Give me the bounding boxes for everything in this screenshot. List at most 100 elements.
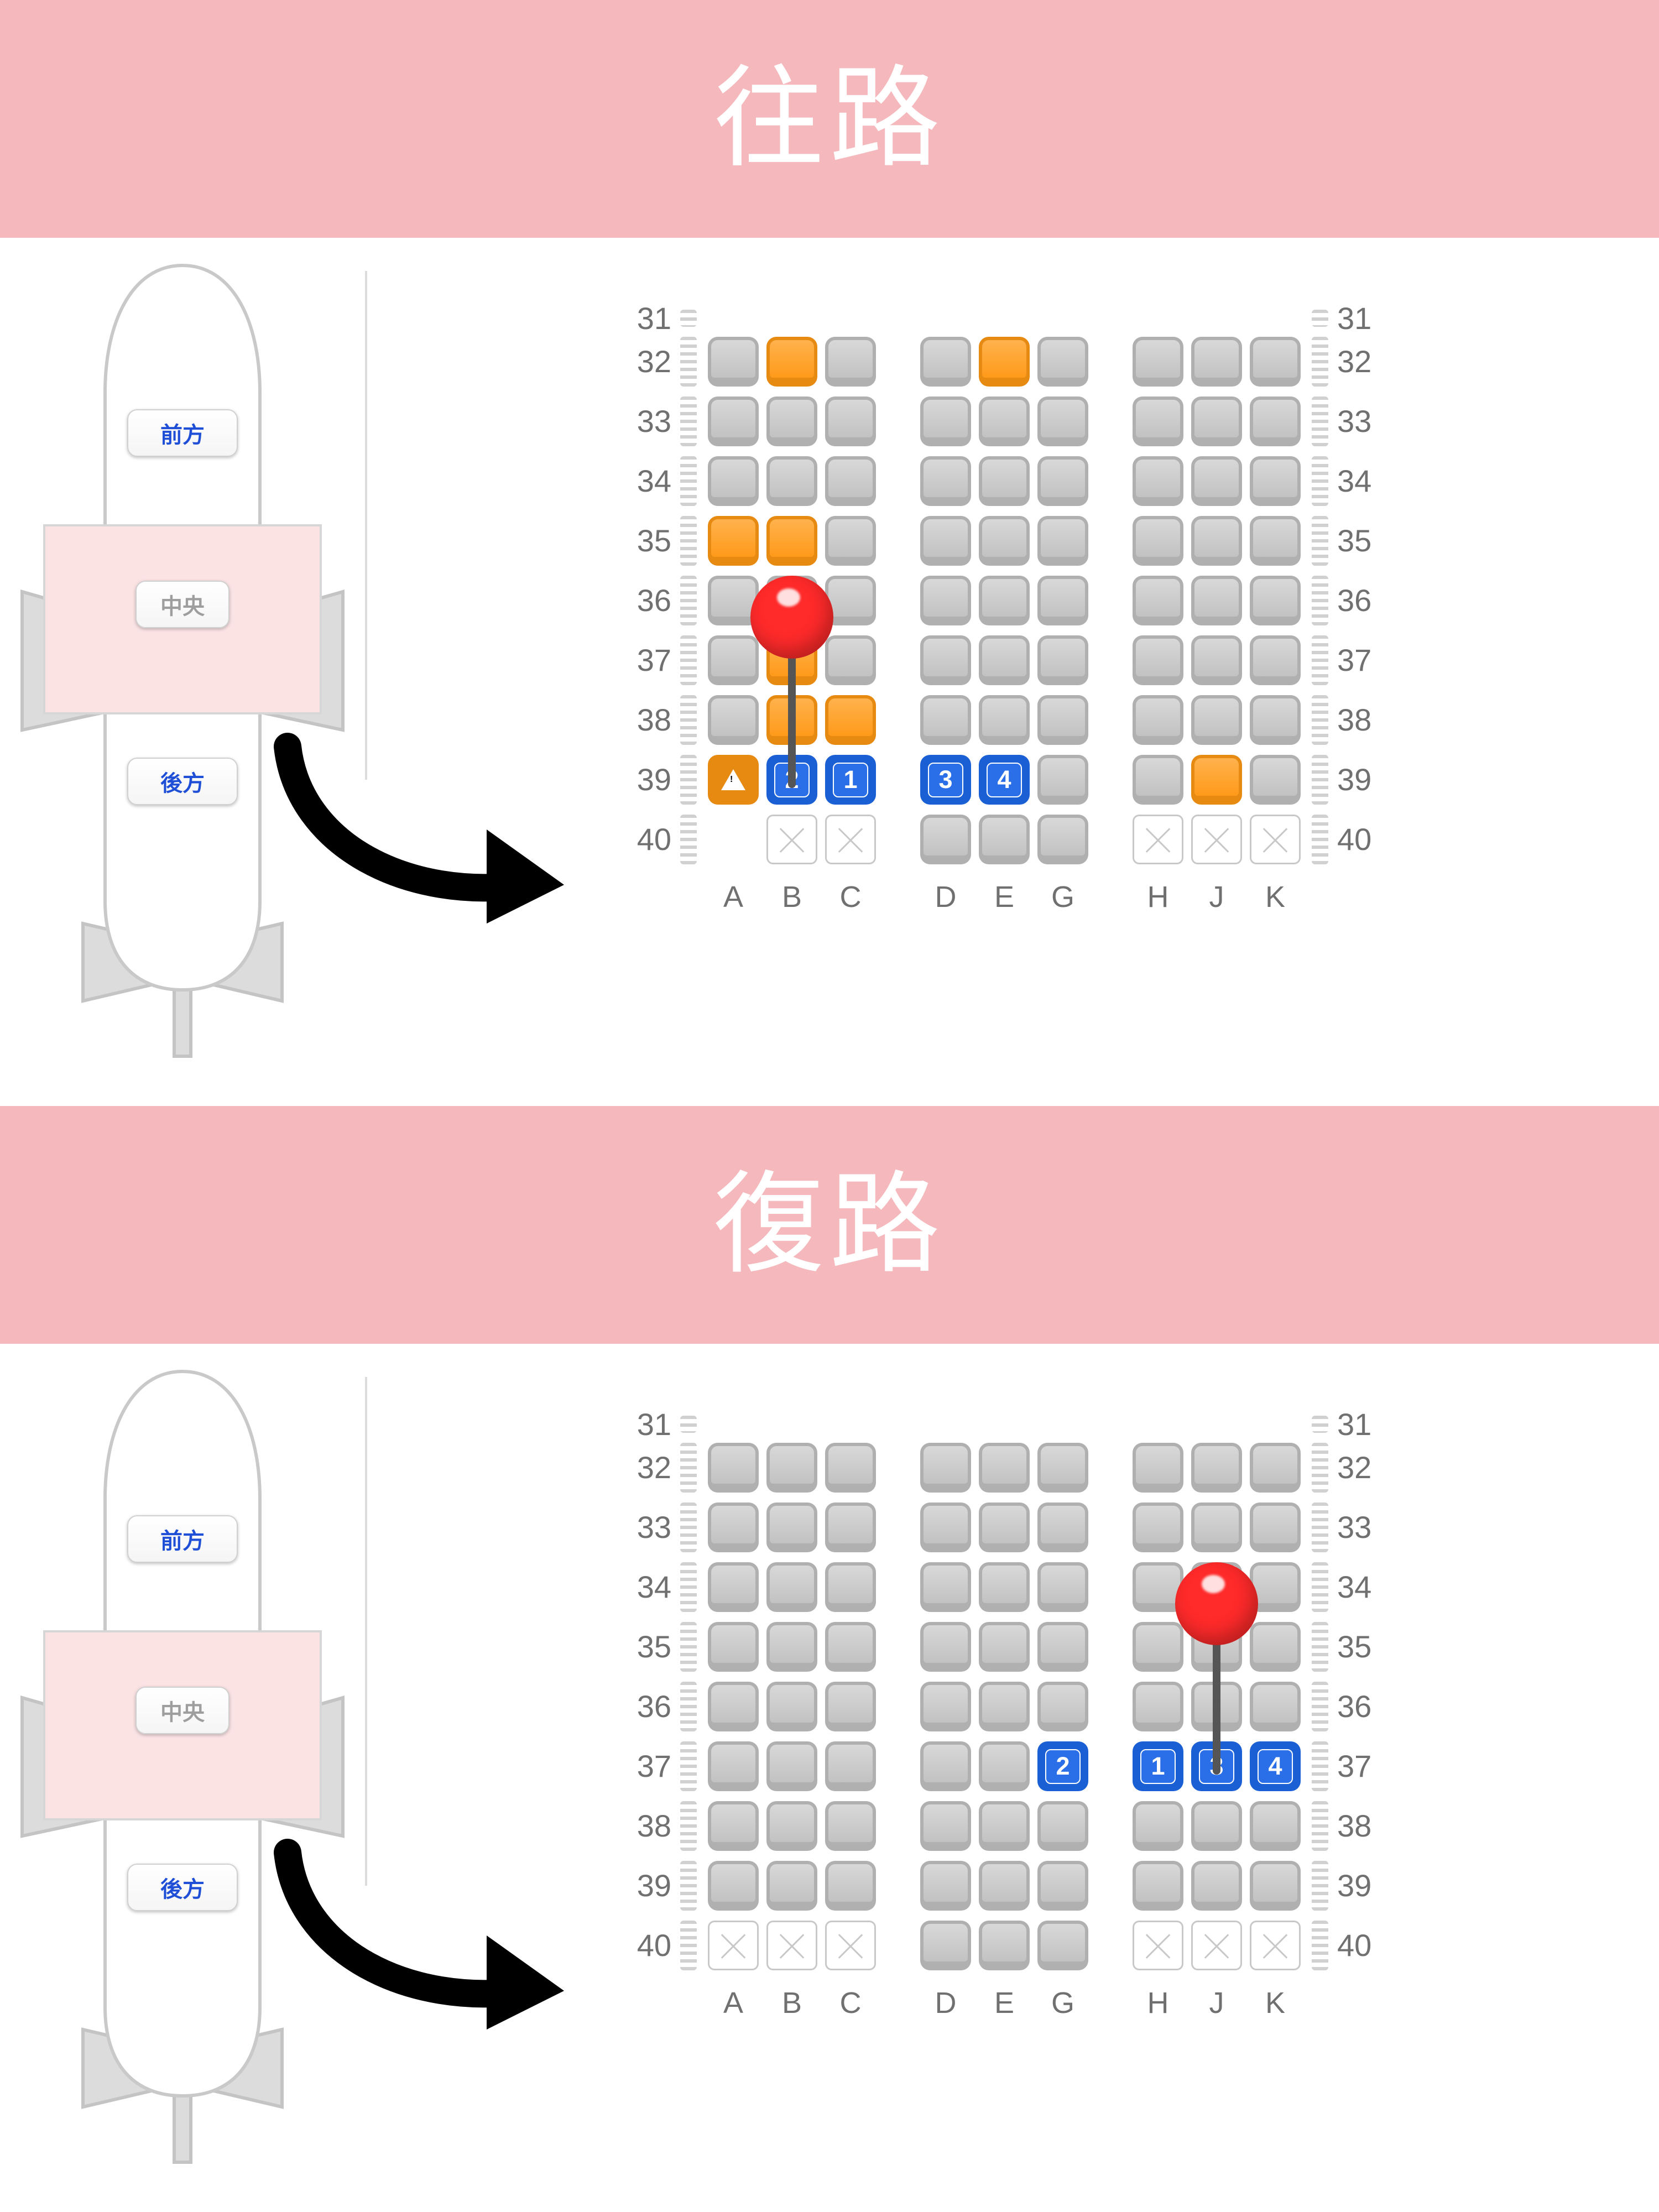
seat-37A[interactable] xyxy=(708,635,759,685)
seat-33E[interactable] xyxy=(979,397,1030,446)
seat-32K[interactable] xyxy=(1250,1443,1301,1493)
seat-39G[interactable] xyxy=(1037,1861,1088,1911)
seat-40E[interactable] xyxy=(979,1921,1030,1970)
seat-36H[interactable] xyxy=(1133,1682,1183,1731)
seat-32D[interactable] xyxy=(920,1443,971,1493)
seat-37C[interactable] xyxy=(825,1741,876,1791)
seat-36J[interactable] xyxy=(1191,576,1242,625)
seat-39D[interactable]: 3 xyxy=(920,755,971,805)
seat-38H[interactable] xyxy=(1133,1801,1183,1851)
seat-32D[interactable] xyxy=(920,337,971,387)
seat-34D[interactable] xyxy=(920,1562,971,1612)
seat-35E[interactable] xyxy=(979,516,1030,566)
seat-36E[interactable] xyxy=(979,1682,1030,1731)
seat-39J[interactable] xyxy=(1191,755,1242,805)
seat-37B[interactable] xyxy=(766,1741,817,1791)
seat-37G[interactable] xyxy=(1037,635,1088,685)
seat-32C[interactable] xyxy=(825,1443,876,1493)
seat-35A[interactable] xyxy=(708,516,759,566)
seat-38H[interactable] xyxy=(1133,695,1183,745)
seat-34C[interactable] xyxy=(825,1562,876,1612)
seat-33K[interactable] xyxy=(1250,397,1301,446)
seat-35K[interactable] xyxy=(1250,516,1301,566)
seat-36D[interactable] xyxy=(920,576,971,625)
seat-36K[interactable] xyxy=(1250,576,1301,625)
seat-39E[interactable] xyxy=(979,1861,1030,1911)
seat-34E[interactable] xyxy=(979,1562,1030,1612)
seat-39C[interactable]: 1 xyxy=(825,755,876,805)
seat-35H[interactable] xyxy=(1133,1622,1183,1672)
seat-37E[interactable] xyxy=(979,1741,1030,1791)
seat-37H[interactable] xyxy=(1133,635,1183,685)
seat-32E[interactable] xyxy=(979,1443,1030,1493)
seat-38G[interactable] xyxy=(1037,1801,1088,1851)
plane-section-front-button[interactable]: 前方 xyxy=(127,1515,238,1563)
seat-32B[interactable] xyxy=(766,1443,817,1493)
seat-37C[interactable] xyxy=(825,635,876,685)
seat-35G[interactable] xyxy=(1037,516,1088,566)
seat-32G[interactable] xyxy=(1037,337,1088,387)
seat-37D[interactable] xyxy=(920,1741,971,1791)
seat-32A[interactable] xyxy=(708,337,759,387)
seat-33G[interactable] xyxy=(1037,397,1088,446)
seat-34B[interactable] xyxy=(766,456,817,506)
seat-38A[interactable] xyxy=(708,695,759,745)
seat-33D[interactable] xyxy=(920,1503,971,1552)
seat-40G[interactable] xyxy=(1037,815,1088,864)
seat-32A[interactable] xyxy=(708,1443,759,1493)
seat-35C[interactable] xyxy=(825,1622,876,1672)
seat-32H[interactable] xyxy=(1133,1443,1183,1493)
seat-32E[interactable] xyxy=(979,337,1030,387)
seat-33H[interactable] xyxy=(1133,1503,1183,1552)
seat-34K[interactable] xyxy=(1250,456,1301,506)
seat-36H[interactable] xyxy=(1133,576,1183,625)
seat-32B[interactable] xyxy=(766,337,817,387)
seat-38K[interactable] xyxy=(1250,695,1301,745)
seat-39K[interactable] xyxy=(1250,1861,1301,1911)
seat-35H[interactable] xyxy=(1133,516,1183,566)
seat-34A[interactable] xyxy=(708,1562,759,1612)
seat-36E[interactable] xyxy=(979,576,1030,625)
seat-34J[interactable] xyxy=(1191,456,1242,506)
seat-40G[interactable] xyxy=(1037,1921,1088,1970)
seat-39B[interactable] xyxy=(766,1861,817,1911)
seat-32G[interactable] xyxy=(1037,1443,1088,1493)
seat-38D[interactable] xyxy=(920,695,971,745)
seat-32K[interactable] xyxy=(1250,337,1301,387)
seat-34G[interactable] xyxy=(1037,456,1088,506)
seat-35D[interactable] xyxy=(920,1622,971,1672)
plane-section-middle-button[interactable]: 中央 xyxy=(135,581,229,628)
seat-38J[interactable] xyxy=(1191,695,1242,745)
seat-36A[interactable] xyxy=(708,1682,759,1731)
plane-section-rear-button[interactable]: 後方 xyxy=(127,1864,238,1911)
seat-40D[interactable] xyxy=(920,1921,971,1970)
seat-37J[interactable] xyxy=(1191,635,1242,685)
seat-39K[interactable] xyxy=(1250,755,1301,805)
seat-34E[interactable] xyxy=(979,456,1030,506)
plane-section-middle-button[interactable]: 中央 xyxy=(135,1687,229,1734)
seat-38J[interactable] xyxy=(1191,1801,1242,1851)
seat-37A[interactable] xyxy=(708,1741,759,1791)
seat-39J[interactable] xyxy=(1191,1861,1242,1911)
seat-33J[interactable] xyxy=(1191,397,1242,446)
seat-33J[interactable] xyxy=(1191,1503,1242,1552)
seat-34C[interactable] xyxy=(825,456,876,506)
seat-38A[interactable] xyxy=(708,1801,759,1851)
seat-35B[interactable] xyxy=(766,1622,817,1672)
seat-38E[interactable] xyxy=(979,1801,1030,1851)
seat-38C[interactable] xyxy=(825,695,876,745)
seat-39A[interactable] xyxy=(708,1861,759,1911)
seat-33B[interactable] xyxy=(766,1503,817,1552)
seat-39H[interactable] xyxy=(1133,1861,1183,1911)
seat-33C[interactable] xyxy=(825,1503,876,1552)
seat-33D[interactable] xyxy=(920,397,971,446)
seat-37G[interactable]: 2 xyxy=(1037,1741,1088,1791)
seat-36B[interactable] xyxy=(766,1682,817,1731)
seat-35E[interactable] xyxy=(979,1622,1030,1672)
seat-33E[interactable] xyxy=(979,1503,1030,1552)
seat-36K[interactable] xyxy=(1250,1682,1301,1731)
seat-39H[interactable] xyxy=(1133,755,1183,805)
seat-32H[interactable] xyxy=(1133,337,1183,387)
seat-39D[interactable] xyxy=(920,1861,971,1911)
plane-section-front-button[interactable]: 前方 xyxy=(127,409,238,457)
